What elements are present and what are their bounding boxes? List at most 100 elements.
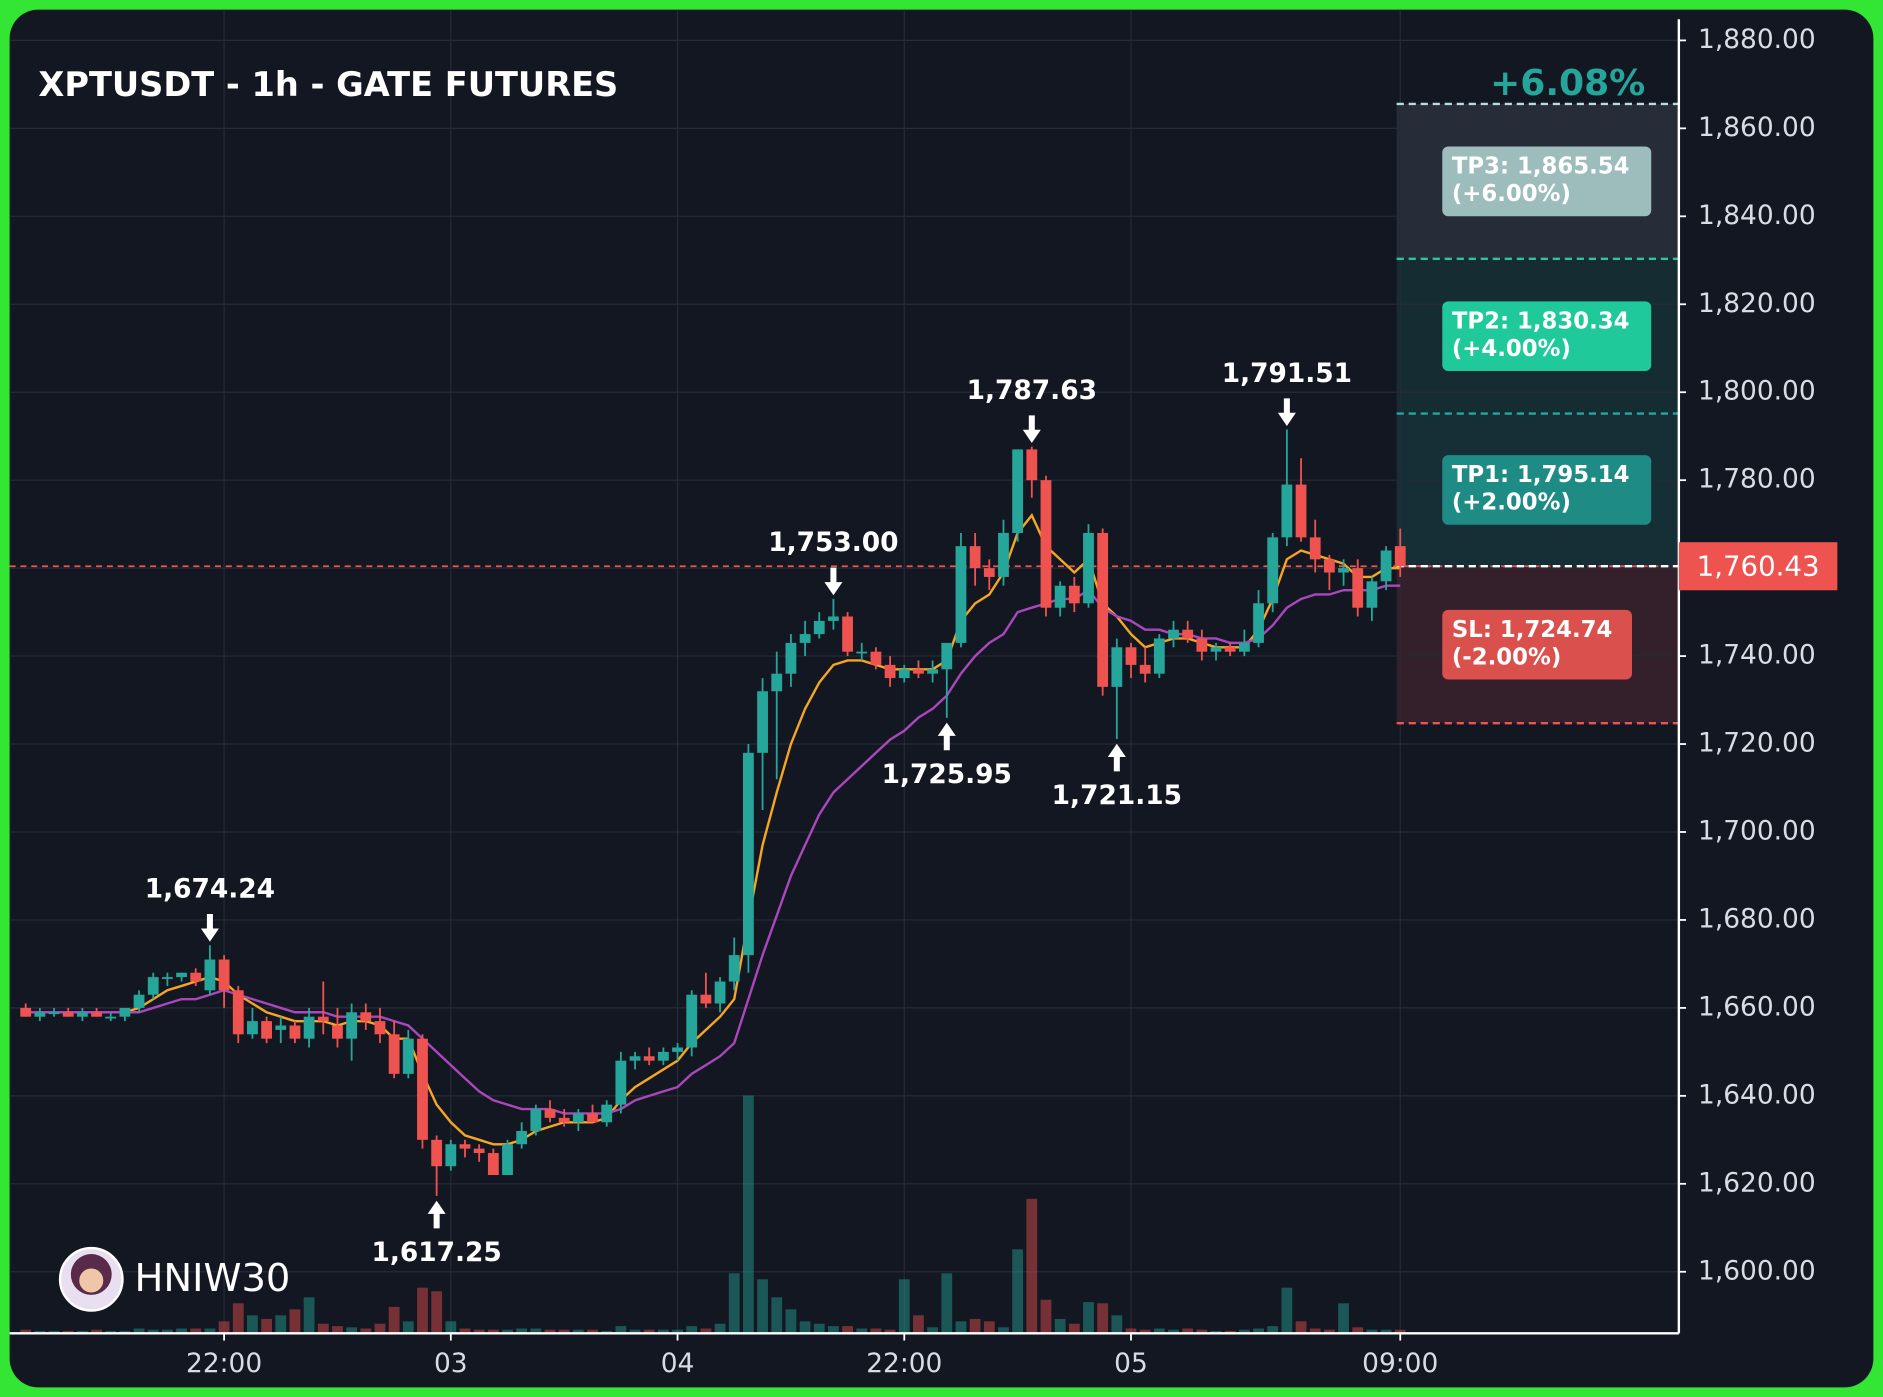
volume-bar xyxy=(927,1327,939,1334)
volume-bar xyxy=(20,1329,32,1334)
candle-body xyxy=(657,1051,669,1061)
candle-body xyxy=(856,651,868,654)
volume-bar xyxy=(657,1329,669,1334)
y-tick-label: 1,840.00 xyxy=(1698,200,1816,231)
volume-bar xyxy=(1394,1329,1406,1334)
ma-line xyxy=(25,513,1401,1146)
volume-bar xyxy=(162,1329,173,1334)
x-tick-label: 22:00 xyxy=(186,1348,262,1379)
candle-body xyxy=(1196,638,1208,652)
y-tick-label: 1,820.00 xyxy=(1698,288,1816,319)
candle-body xyxy=(757,691,768,753)
volume-bar xyxy=(615,1326,627,1334)
candle-body xyxy=(998,532,1009,577)
candle-body xyxy=(34,1012,46,1017)
candle-body xyxy=(913,669,924,674)
y-tick-label: 1,600.00 xyxy=(1698,1255,1816,1286)
volume-bar xyxy=(870,1328,882,1334)
candle-body xyxy=(1012,449,1024,533)
volume-bar xyxy=(983,1321,995,1334)
low-label: 1,725.95 xyxy=(882,759,1012,790)
candle-body xyxy=(516,1131,528,1145)
volume-bar xyxy=(1182,1328,1194,1334)
candle-body xyxy=(346,1012,358,1039)
candle-body xyxy=(544,1109,556,1118)
level-label: TP2: 1,830.34 xyxy=(1452,308,1630,334)
candle-body xyxy=(1097,532,1109,687)
candle-body xyxy=(799,634,811,643)
volume-bar xyxy=(1338,1303,1349,1334)
volume-bar xyxy=(1012,1249,1024,1334)
volume-bar xyxy=(828,1326,839,1334)
volume-bar xyxy=(629,1329,641,1334)
volume-bar xyxy=(955,1321,967,1334)
candle-body xyxy=(502,1144,513,1176)
volume-bar xyxy=(757,1279,768,1334)
low-arrow xyxy=(1107,743,1126,772)
candle-body xyxy=(983,568,995,577)
volume-bar xyxy=(1139,1329,1151,1334)
candle-body xyxy=(898,669,910,679)
volume-bar xyxy=(487,1329,499,1334)
candle-body xyxy=(813,620,825,635)
volume-bar xyxy=(898,1279,910,1334)
candle-body xyxy=(332,1025,343,1039)
volume-bar xyxy=(1111,1315,1123,1334)
candle-body xyxy=(572,1113,584,1123)
candle-body xyxy=(402,1038,414,1074)
volume-bar xyxy=(133,1328,145,1334)
volume-bar xyxy=(247,1315,258,1334)
volume-bar xyxy=(1366,1329,1378,1334)
candle-body xyxy=(1139,664,1151,674)
candle-body xyxy=(629,1056,641,1061)
volume-bar xyxy=(941,1273,953,1334)
candle-body xyxy=(275,1025,287,1030)
candle-body xyxy=(700,994,712,1004)
candle-body xyxy=(105,1016,117,1019)
y-tick-label: 1,860.00 xyxy=(1698,112,1816,143)
volume-bar xyxy=(232,1303,244,1334)
candle-body xyxy=(62,1012,74,1017)
volume-bar xyxy=(289,1309,301,1334)
volume-bar xyxy=(303,1297,315,1334)
candle-body xyxy=(955,546,967,643)
volume-bar xyxy=(1153,1328,1165,1334)
volume-bar xyxy=(147,1329,159,1334)
high-arrow xyxy=(1277,398,1296,426)
volume-bar xyxy=(714,1323,726,1334)
volume-bar xyxy=(799,1321,811,1334)
candle-body xyxy=(1394,546,1406,567)
volume-bar xyxy=(530,1328,542,1334)
y-tick-label: 1,640.00 xyxy=(1698,1079,1816,1110)
candle-body xyxy=(558,1117,570,1123)
y-tick-label: 1,620.00 xyxy=(1698,1167,1816,1198)
high-arrow xyxy=(1022,415,1041,444)
volume-bar xyxy=(459,1328,471,1334)
y-tick-label: 1,880.00 xyxy=(1698,24,1816,55)
candle-body xyxy=(487,1153,499,1176)
candle-body xyxy=(1267,537,1279,604)
y-tick-label: 1,740.00 xyxy=(1698,640,1816,671)
candle-body xyxy=(587,1113,598,1123)
volume-bar xyxy=(813,1323,825,1334)
candle-body xyxy=(1352,568,1364,608)
candle-body xyxy=(261,1021,273,1039)
candle-body xyxy=(473,1148,485,1154)
chart-title: XPTUSDT - 1h - GATE FUTURES xyxy=(38,65,618,104)
candle-body xyxy=(785,642,797,674)
y-tick-label: 1,700.00 xyxy=(1698,815,1816,846)
volume-bar xyxy=(587,1329,598,1334)
candle-body xyxy=(388,1034,400,1074)
candle-body xyxy=(1068,585,1080,604)
volume-bar xyxy=(1125,1328,1137,1334)
candle-body xyxy=(828,616,839,621)
level-label: TP3: 1,865.54 xyxy=(1452,153,1630,179)
level-box xyxy=(1442,609,1633,680)
volume-bar xyxy=(643,1329,655,1334)
volume-bar xyxy=(1309,1328,1321,1334)
volume-bar xyxy=(346,1327,358,1334)
volume-bar xyxy=(700,1328,712,1334)
candle-body xyxy=(1040,480,1052,608)
candle-body xyxy=(431,1139,443,1167)
